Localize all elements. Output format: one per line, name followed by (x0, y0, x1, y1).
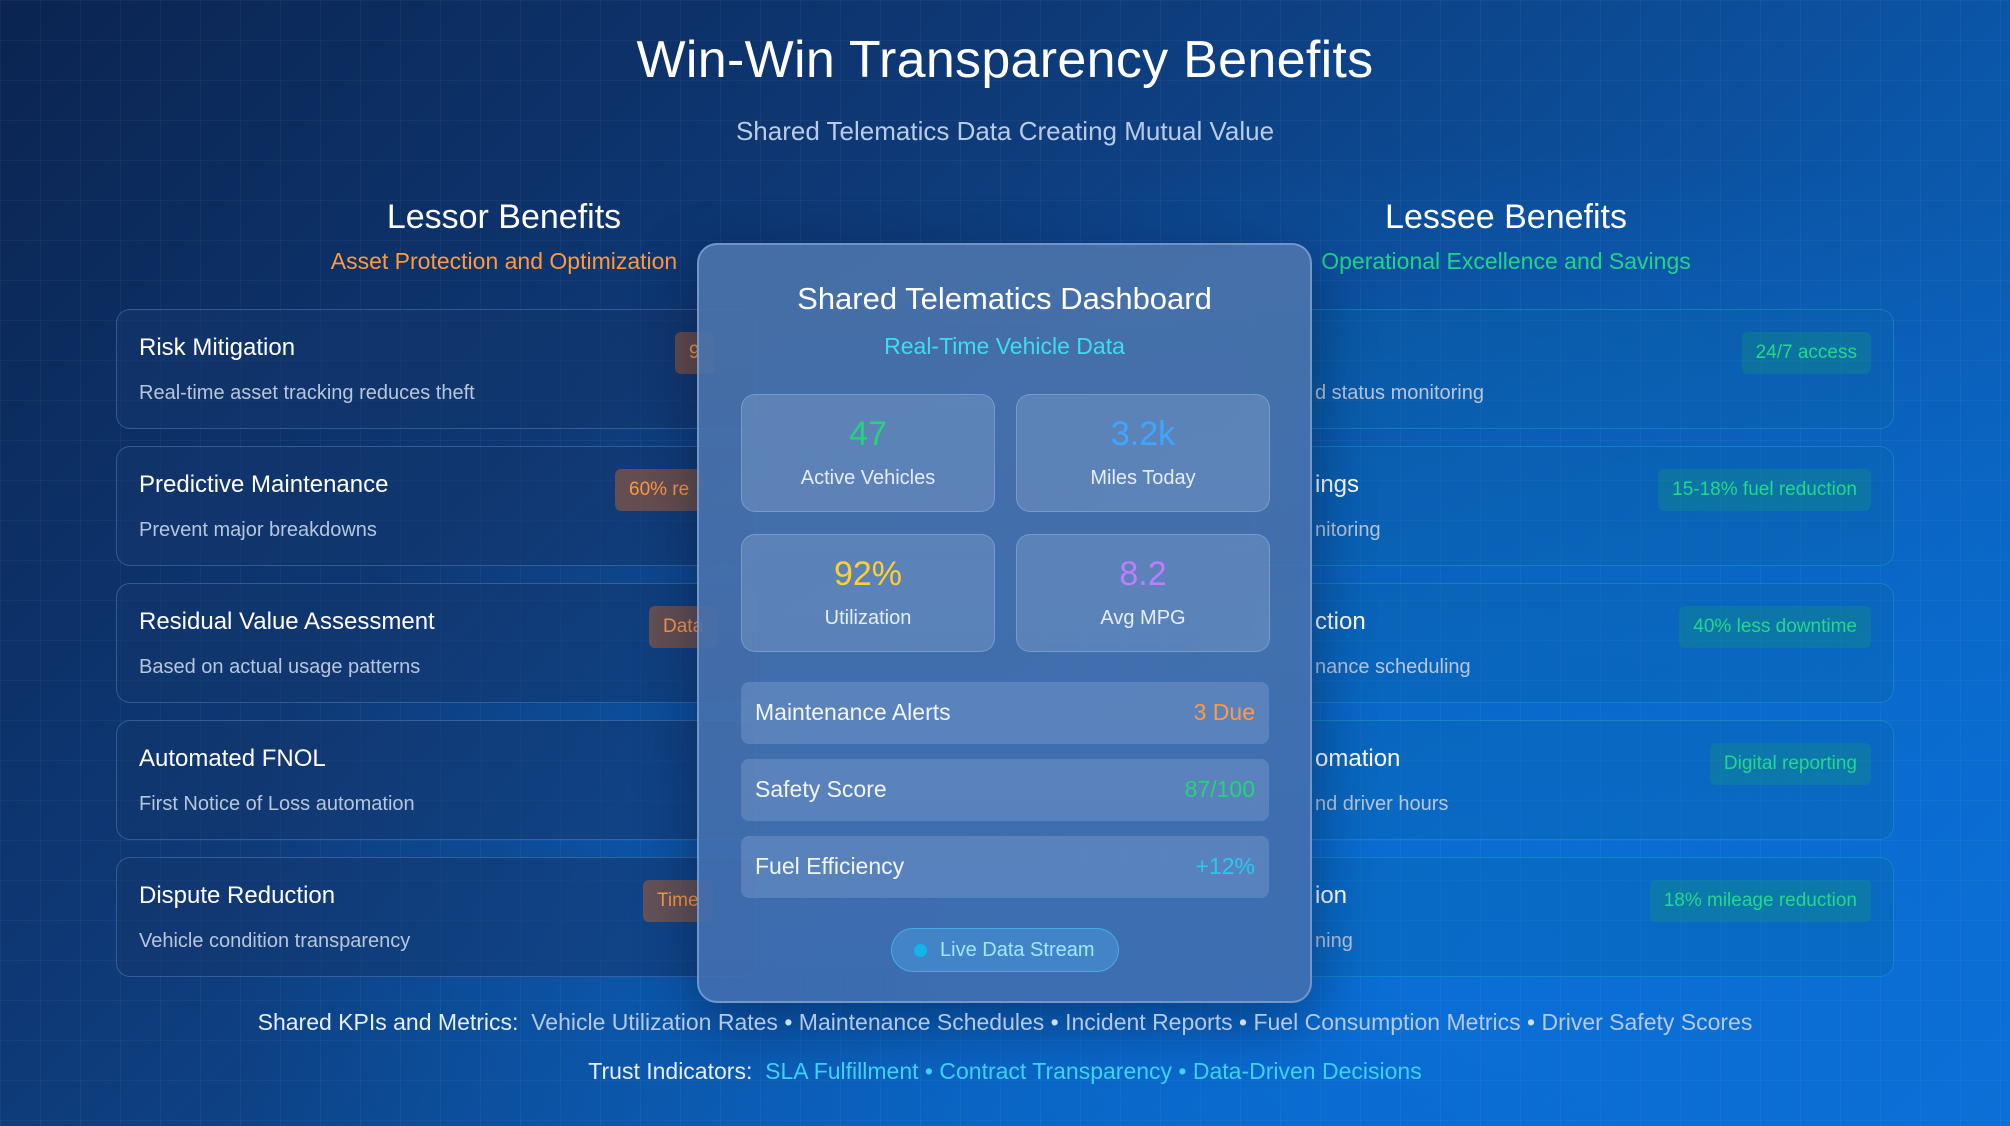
telematics-dashboard-panel: Shared Telematics Dashboard Real-Time Ve… (697, 243, 1312, 1003)
card-description: d status monitoring (1315, 382, 1484, 404)
card-badge: 60% re (615, 469, 704, 511)
kpi-item: Driver Safety Scores (1541, 1009, 1753, 1035)
card-description: Vehicle condition transparency (139, 930, 411, 952)
metric-value: +12% (1195, 853, 1255, 879)
kpi-label: Shared KPIs and Metrics: (257, 1009, 519, 1035)
card-description: Real-time asset tracking reduces theft (139, 382, 475, 404)
card-title: Predictive Maintenance (139, 471, 389, 498)
kpi-item: Maintenance Schedules (798, 1009, 1045, 1035)
metric-label: Fuel Efficiency (755, 853, 905, 879)
card-description: Prevent major breakdowns (139, 519, 377, 541)
lessee-card-2: ings nitoring 15-18% fuel reduction (1254, 446, 1894, 566)
card-badge: 24/7 access (1741, 332, 1871, 374)
lessor-heading: Lessor Benefits (386, 198, 622, 236)
card-title: ings (1315, 471, 1360, 498)
lessor-card-residual-value: Residual Value Assessment Based on actua… (116, 583, 756, 703)
card-title: ion (1315, 882, 1348, 909)
stat-value: 47 (849, 415, 887, 453)
stat-value: 3.2k (1110, 415, 1176, 453)
lessor-subheading: Asset Protection and Optimization (330, 248, 678, 274)
metric-value: 87/100 (1184, 776, 1255, 802)
card-badge: 15-18% fuel reduction (1658, 469, 1871, 511)
stat-utilization: 92% Utilization (741, 534, 995, 652)
lessor-card-dispute-reduction: Dispute Reduction Vehicle condition tran… (116, 857, 756, 977)
card-title: omation (1315, 745, 1401, 772)
card-description: ning (1315, 930, 1353, 952)
stat-miles-today: 3.2k Miles Today (1016, 394, 1270, 512)
stat-value: 92% (833, 555, 903, 593)
live-data-stream-button[interactable]: Live Data Stream (891, 928, 1119, 972)
trust-item: Data-Driven Decisions (1192, 1058, 1422, 1084)
kpi-item: Vehicle Utilization Rates (531, 1009, 778, 1035)
metric-row-safety-score: Safety Score 87/100 (741, 759, 1269, 821)
card-description: nance scheduling (1315, 656, 1471, 678)
lessee-heading: Lessee Benefits (1385, 198, 1627, 236)
metric-label: Safety Score (755, 776, 887, 802)
live-indicator-icon (914, 944, 927, 957)
stat-active-vehicles: 47 Active Vehicles (741, 394, 995, 512)
trust-item: SLA Fulfillment (765, 1058, 919, 1084)
card-badge: 18% mileage reduction (1649, 880, 1871, 922)
stat-label: Utilization (824, 607, 912, 629)
card-description: nitoring (1315, 519, 1381, 541)
stat-value: 8.2 (1119, 555, 1167, 593)
lessee-card-5: ion ning 18% mileage reduction (1254, 857, 1894, 977)
trust-indicators-line: Trust Indicators: SLA Fulfillment • Cont… (588, 1058, 1422, 1084)
card-badge: Digital reporting (1709, 743, 1871, 785)
dashboard-subtitle: Real-Time Vehicle Data (884, 333, 1125, 359)
shared-kpis-line: Shared KPIs and Metrics: Vehicle Utiliza… (257, 1009, 1753, 1035)
card-description: First Notice of Loss automation (139, 793, 415, 815)
stat-avg-mpg: 8.2 Avg MPG (1016, 534, 1270, 652)
metric-row-fuel-efficiency: Fuel Efficiency +12% (741, 836, 1269, 898)
metric-value: 3 Due (1193, 699, 1255, 725)
card-badge: 40% less downtime (1679, 606, 1871, 648)
card-title: Risk Mitigation (139, 334, 296, 361)
stat-label: Avg MPG (1100, 607, 1186, 629)
stat-label: Miles Today (1090, 467, 1196, 489)
lessor-card-risk-mitigation: Risk Mitigation Real-time asset tracking… (116, 309, 756, 429)
lessee-card-1: d status monitoring 24/7 access (1254, 309, 1894, 429)
dashboard-title: Shared Telematics Dashboard (797, 281, 1212, 316)
metric-row-maintenance-alerts: Maintenance Alerts 3 Due (741, 682, 1269, 744)
lessee-subheading: Operational Excellence and Savings (1321, 248, 1691, 274)
card-title: ction (1315, 608, 1366, 635)
kpi-item: Fuel Consumption Metrics (1253, 1009, 1521, 1035)
kpi-item: Incident Reports (1065, 1009, 1233, 1035)
card-title: Dispute Reduction (139, 882, 336, 909)
page-subtitle: Shared Telematics Data Creating Mutual V… (735, 116, 1275, 146)
trust-label: Trust Indicators: (588, 1058, 753, 1084)
lessee-card-3: ction nance scheduling 40% less downtime (1254, 583, 1894, 703)
trust-item: Contract Transparency (939, 1058, 1173, 1084)
lessor-card-automated-fnol: Automated FNOL First Notice of Loss auto… (116, 720, 756, 840)
metric-label: Maintenance Alerts (755, 699, 951, 725)
page-title: Win-Win Transparency Benefits (636, 31, 1374, 89)
live-data-stream-label: Live Data Stream (940, 939, 1095, 961)
stat-label: Active Vehicles (800, 467, 936, 489)
lessor-card-predictive-maintenance: Predictive Maintenance Prevent major bre… (116, 446, 756, 566)
card-title: Residual Value Assessment (139, 608, 435, 635)
card-description: Based on actual usage patterns (139, 656, 421, 678)
card-description: nd driver hours (1315, 793, 1449, 815)
lessee-card-4: omation nd driver hours Digital reportin… (1254, 720, 1894, 840)
card-title: Automated FNOL (139, 745, 326, 772)
